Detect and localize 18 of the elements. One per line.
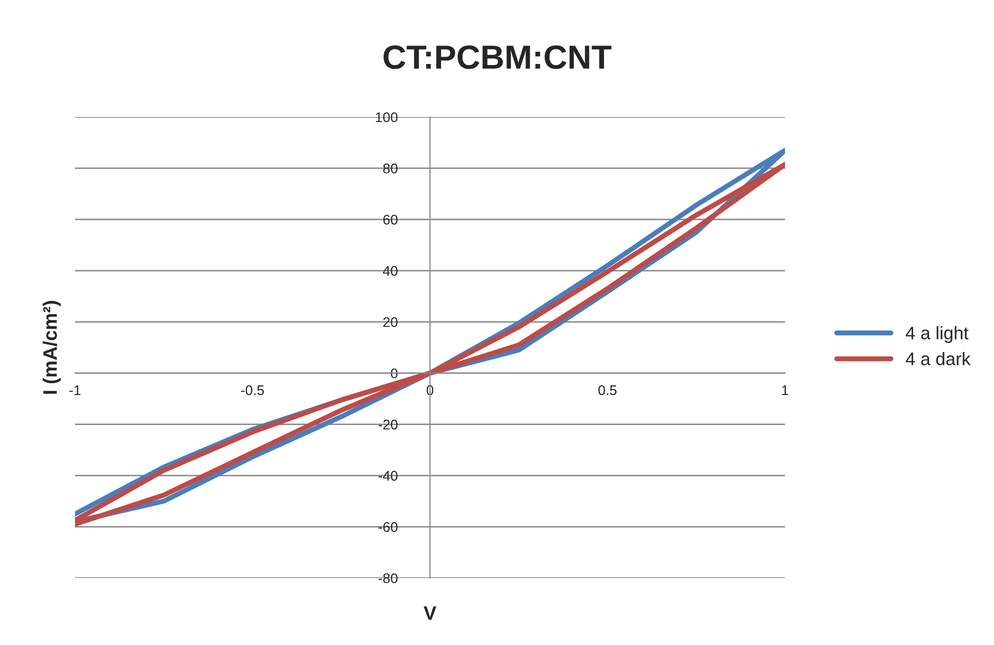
y-tick-label: -80 [378,573,398,584]
x-tick-label: 1 [782,385,788,395]
y-axis-title: I (mA/cm²) [42,300,61,394]
x-tick-label: 0.5 [598,385,617,396]
y-tick-label: -40 [378,470,398,481]
y-tick-label: 100 [376,112,398,122]
y-tick-label: 60 [383,214,398,225]
chart-title: CT:PCBM:CNT [384,45,612,69]
y-tick-label: 20 [383,317,398,328]
legend-label: 4 a dark [906,352,971,366]
legend-label: 4 a light [906,326,968,343]
y-tick-label: -20 [378,420,398,430]
y-tick-label: -60 [378,522,398,532]
y-tick-label: 80 [383,164,398,174]
x-tick-label: -0.5 [241,385,264,396]
x-tick-label: -1 [69,385,80,395]
y-tick-label: 40 [382,266,398,276]
x-axis-title: V [424,606,436,620]
